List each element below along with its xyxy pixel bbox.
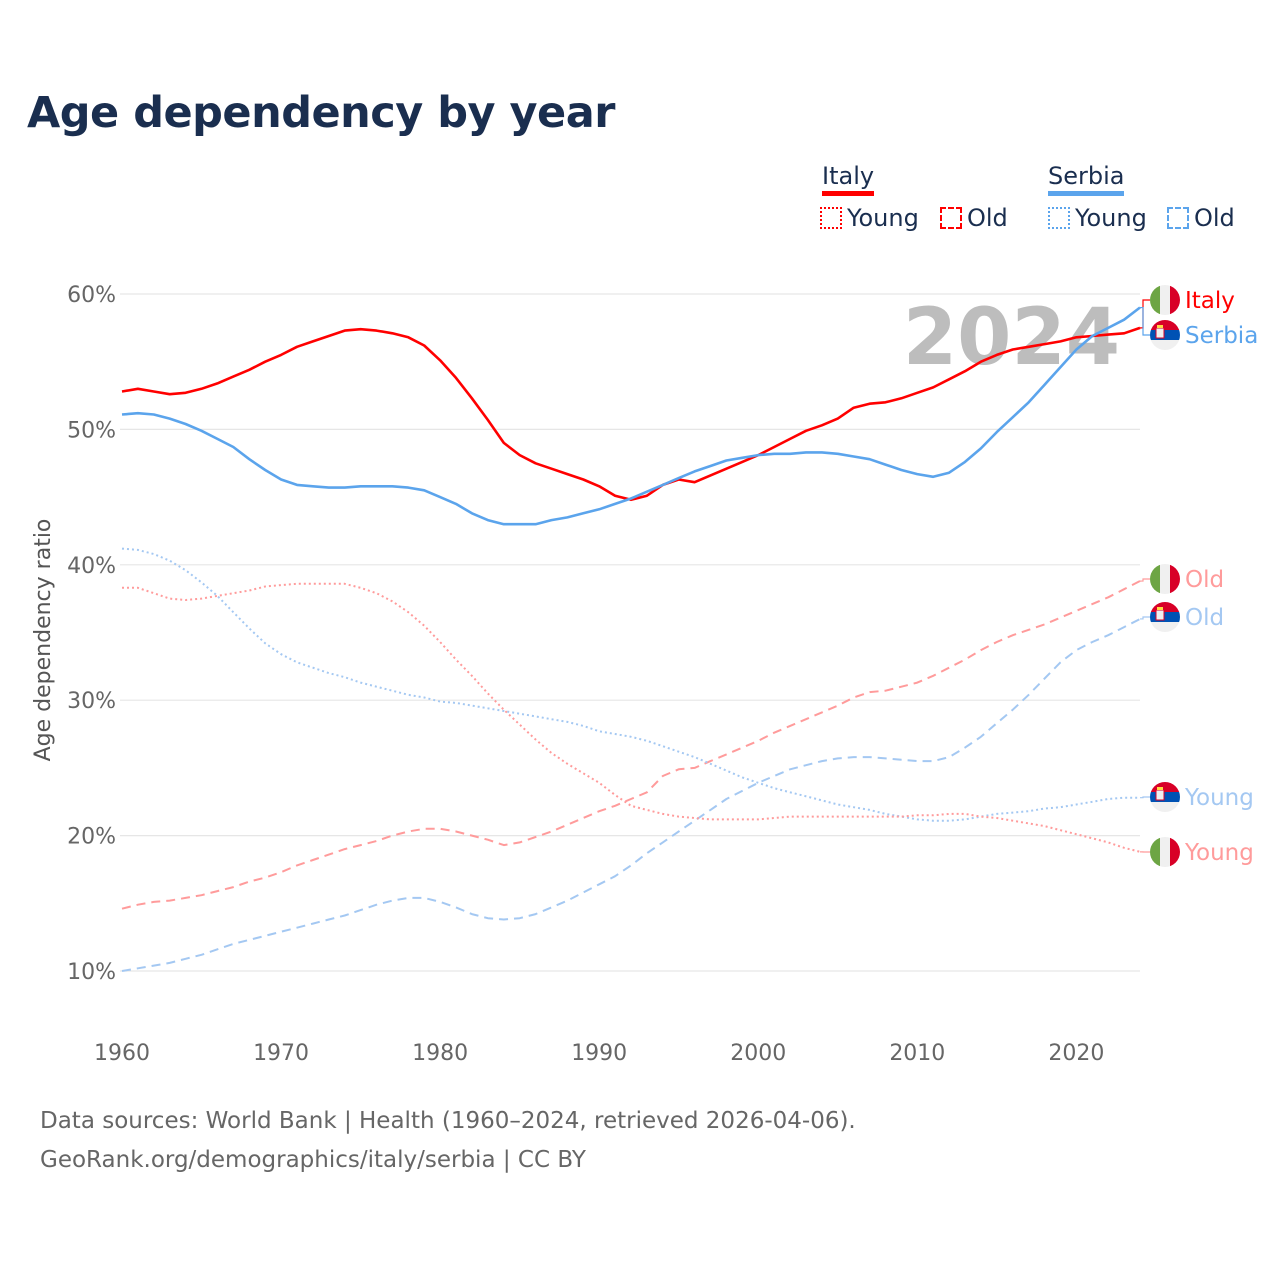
dotted-swatch-icon bbox=[1048, 207, 1070, 229]
y-tick-label: 40% bbox=[67, 554, 116, 579]
series-line-italy-young[interactable] bbox=[122, 582, 1141, 853]
italy-flag-icon bbox=[1150, 837, 1180, 867]
legend-italy-bar bbox=[822, 191, 875, 196]
serbia-flag-icon bbox=[1150, 782, 1180, 812]
x-tick-label: 1970 bbox=[253, 1041, 309, 1066]
footer-attribution[interactable]: GeoRank.org/demographics/italy/serbia | … bbox=[40, 1147, 586, 1173]
legend-italy-old[interactable]: Old bbox=[940, 204, 1008, 232]
legend-serbia-old[interactable]: Old bbox=[1167, 204, 1235, 232]
legend-italy-young-label: Young bbox=[847, 204, 919, 232]
end-label: Old bbox=[1185, 605, 1224, 631]
y-tick-label: 30% bbox=[67, 689, 116, 714]
y-axis-label: Age dependency ratio bbox=[31, 519, 56, 762]
end-label: Old bbox=[1185, 567, 1224, 593]
footer-sources: Data sources: World Bank | Health (1960–… bbox=[40, 1108, 856, 1134]
label-connector bbox=[1140, 616, 1150, 620]
end-label: Italy bbox=[1185, 288, 1235, 314]
series-line-serbia-young[interactable] bbox=[121, 547, 1140, 822]
x-tick-label: 2020 bbox=[1048, 1041, 1104, 1066]
legend-serbia-young-label: Young bbox=[1075, 204, 1147, 232]
chart-title: Age dependency by year bbox=[27, 88, 615, 138]
italy-flag-icon bbox=[1150, 564, 1180, 594]
series-line-serbia-old[interactable] bbox=[121, 618, 1141, 972]
y-tick-label: 50% bbox=[67, 418, 116, 443]
series-line-serbia[interactable] bbox=[121, 306, 1141, 526]
legend-serbia-old-label: Old bbox=[1194, 204, 1235, 232]
current-year-label: 2024 bbox=[903, 293, 1120, 383]
legend-italy-old-label: Old bbox=[967, 204, 1008, 232]
legend-serbia-young[interactable]: Young bbox=[1048, 204, 1147, 232]
serbia-flag-icon bbox=[1150, 320, 1180, 350]
x-tick-label: 1980 bbox=[412, 1041, 468, 1066]
legend-italy-label: Italy bbox=[822, 162, 875, 190]
legend-serbia[interactable]: Serbia bbox=[1048, 162, 1125, 198]
end-label: Young bbox=[1184, 840, 1254, 866]
label-connector bbox=[1140, 796, 1150, 799]
end-label: Young bbox=[1184, 785, 1254, 811]
dashed-swatch-icon bbox=[1167, 207, 1189, 229]
serbia-flag-icon bbox=[1150, 602, 1180, 632]
y-tick-label: 10% bbox=[67, 960, 116, 985]
y-tick-label: 60% bbox=[67, 283, 116, 308]
legend-serbia-label: Serbia bbox=[1048, 162, 1125, 190]
label-connector bbox=[1140, 306, 1150, 336]
x-tick-label: 2000 bbox=[730, 1041, 786, 1066]
y-tick-label: 20% bbox=[67, 825, 116, 850]
end-label: Serbia bbox=[1185, 323, 1258, 349]
x-tick-label: 1990 bbox=[571, 1041, 627, 1066]
label-connector bbox=[1140, 299, 1150, 329]
dashed-swatch-icon bbox=[940, 207, 962, 229]
legend-italy[interactable]: Italy bbox=[822, 162, 875, 198]
legend-serbia-bar bbox=[1048, 191, 1125, 196]
dotted-swatch-icon bbox=[820, 207, 842, 229]
x-tick-label: 2010 bbox=[889, 1041, 945, 1066]
italy-flag-icon bbox=[1150, 285, 1180, 315]
x-tick-label: 1960 bbox=[94, 1041, 150, 1066]
legend-italy-young[interactable]: Young bbox=[820, 204, 919, 232]
label-connector bbox=[1140, 578, 1150, 582]
series-line-italy-old[interactable] bbox=[121, 580, 1141, 910]
